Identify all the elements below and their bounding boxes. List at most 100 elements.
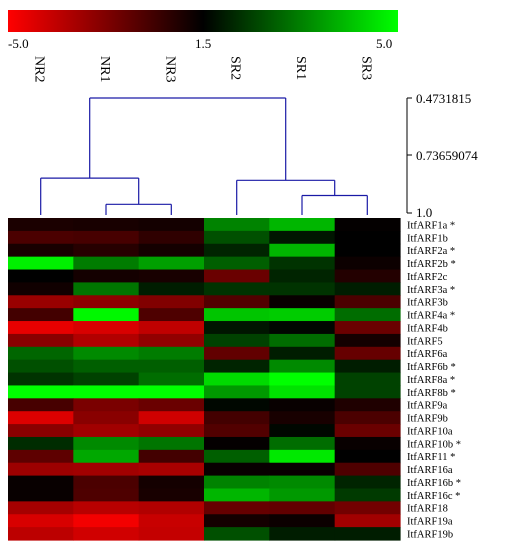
cell-itfarf9a-sr2 xyxy=(204,398,270,412)
cell-itfarf19b-sr1 xyxy=(269,527,336,541)
cell-itfarf2c-sr1 xyxy=(269,269,336,283)
cell-itfarf8b-nr3 xyxy=(138,385,205,399)
cell-itfarf5-sr1 xyxy=(269,333,336,348)
row-label-itfarf18: ItfARF18 xyxy=(407,504,448,515)
row-label-itfarf2a: ItfARF2a * xyxy=(407,246,455,257)
cell-itfarf16c-nr1 xyxy=(73,488,140,502)
cell-itfarf16b-sr3 xyxy=(334,475,401,490)
row-label-itfarf6a: ItfARF6a xyxy=(407,349,448,360)
cell-itfarf19b-nr1 xyxy=(73,527,140,541)
row-label-itfarf16b: ItfARF16b * xyxy=(407,478,461,489)
cell-itfarf9a-nr2 xyxy=(8,398,74,412)
cell-itfarf4a-sr1 xyxy=(269,308,336,322)
cell-itfarf11-nr1 xyxy=(73,449,140,464)
cell-itfarf6b-sr2 xyxy=(204,359,270,374)
column-label-nr1: NR1 xyxy=(97,56,112,82)
row-label-itfarf19b: ItfARF19b xyxy=(407,530,453,541)
cell-itfarf2c-nr3 xyxy=(138,269,205,283)
cell-itfarf9a-sr1 xyxy=(269,398,336,412)
cell-itfarf1b-nr1 xyxy=(73,230,140,245)
cell-itfarf10a-nr3 xyxy=(138,424,205,438)
cell-itfarf8a-sr1 xyxy=(269,372,336,387)
row-label-itfarf3b: ItfARF3b xyxy=(407,298,448,309)
cell-itfarf11-nr3 xyxy=(138,449,205,464)
column-label-nr3: NR3 xyxy=(162,56,177,82)
cell-itfarf4b-nr2 xyxy=(8,321,74,335)
cell-itfarf18-sr1 xyxy=(269,501,336,515)
cell-itfarf16a-nr1 xyxy=(73,462,140,477)
dendrogram-scale-mid-label: 0.73659074 xyxy=(416,148,478,163)
cell-itfarf9a-nr1 xyxy=(73,398,140,412)
cell-itfarf19b-nr2 xyxy=(8,527,74,541)
cell-itfarf10b-sr2 xyxy=(204,436,270,451)
cell-itfarf2a-nr3 xyxy=(138,243,205,258)
cell-itfarf11-sr2 xyxy=(204,449,270,464)
cell-itfarf4b-sr3 xyxy=(334,321,401,335)
cell-itfarf19a-sr1 xyxy=(269,514,336,528)
cell-itfarf4a-sr2 xyxy=(204,308,270,322)
cell-itfarf2c-sr3 xyxy=(334,269,401,283)
cell-itfarf1a-sr1 xyxy=(269,218,336,232)
cell-itfarf19a-nr1 xyxy=(73,514,140,528)
cell-itfarf16a-nr2 xyxy=(8,462,74,477)
cell-itfarf4b-sr1 xyxy=(269,321,336,335)
color-scale-bar xyxy=(8,10,398,32)
cell-itfarf1a-sr3 xyxy=(334,218,401,232)
cell-itfarf1b-sr1 xyxy=(269,230,336,245)
cell-itfarf1b-nr2 xyxy=(8,230,74,245)
column-label-sr2: SR2 xyxy=(228,56,243,80)
cell-itfarf5-sr2 xyxy=(204,333,270,348)
cell-itfarf4a-sr3 xyxy=(334,308,401,322)
cell-itfarf4b-nr3 xyxy=(138,321,205,335)
cell-itfarf16c-nr3 xyxy=(138,488,205,502)
row-label-itfarf8a: ItfARF8a * xyxy=(407,375,455,386)
cell-itfarf9b-nr3 xyxy=(138,411,205,425)
cell-itfarf8a-sr2 xyxy=(204,372,270,387)
cell-itfarf8b-nr2 xyxy=(8,385,74,399)
cell-itfarf3a-sr2 xyxy=(204,282,270,296)
cell-itfarf6a-nr1 xyxy=(73,346,140,361)
cell-itfarf3b-nr3 xyxy=(138,295,205,309)
cell-itfarf9b-nr1 xyxy=(73,411,140,425)
cell-itfarf4b-nr1 xyxy=(73,321,140,335)
cell-itfarf10b-sr1 xyxy=(269,436,336,451)
cell-itfarf6b-sr3 xyxy=(334,359,401,374)
cell-itfarf6b-nr1 xyxy=(73,359,140,374)
cell-itfarf19a-nr2 xyxy=(8,514,74,528)
cell-itfarf16c-sr3 xyxy=(334,488,401,502)
cell-itfarf16c-sr2 xyxy=(204,488,270,502)
cell-itfarf9b-sr1 xyxy=(269,411,336,425)
cell-itfarf18-nr2 xyxy=(8,501,74,515)
cell-itfarf5-nr3 xyxy=(138,333,205,348)
row-label-itfarf1a: ItfARF1a * xyxy=(407,220,455,231)
cell-itfarf2a-sr1 xyxy=(269,243,336,258)
cell-itfarf11-nr2 xyxy=(8,449,74,464)
row-label-itfarf3a: ItfARF3a * xyxy=(407,285,455,296)
cell-itfarf2b-sr3 xyxy=(334,256,401,271)
cell-itfarf19b-sr3 xyxy=(334,527,401,541)
cell-itfarf10a-sr3 xyxy=(334,424,401,438)
cell-itfarf11-sr3 xyxy=(334,449,401,464)
row-label-itfarf5: ItfARF5 xyxy=(407,336,443,347)
cell-itfarf3a-nr3 xyxy=(138,282,205,296)
cell-itfarf3b-nr2 xyxy=(8,295,74,309)
row-label-itfarf2c: ItfARF2c xyxy=(407,272,448,283)
row-label-itfarf16c: ItfARF16c * xyxy=(407,491,460,502)
cell-itfarf8b-sr1 xyxy=(269,385,336,399)
dendrogram-scale-top-label: 0.4731815 xyxy=(416,91,471,106)
cell-itfarf6a-sr2 xyxy=(204,346,270,361)
cell-itfarf3a-sr1 xyxy=(269,282,336,296)
cell-itfarf19a-sr2 xyxy=(204,514,270,528)
cell-itfarf5-nr2 xyxy=(8,333,74,348)
cell-itfarf1a-nr3 xyxy=(138,218,205,232)
cell-itfarf2b-nr2 xyxy=(8,256,74,271)
dendrogram-scale-bottom-label: 1.0 xyxy=(416,205,432,220)
cell-itfarf4b-sr2 xyxy=(204,321,270,335)
cell-itfarf3a-sr3 xyxy=(334,282,401,296)
cell-itfarf2a-sr2 xyxy=(204,243,270,258)
cell-itfarf19b-sr2 xyxy=(204,527,270,541)
cell-itfarf1b-nr3 xyxy=(138,230,205,245)
cell-itfarf16b-nr1 xyxy=(73,475,140,490)
cell-itfarf9b-nr2 xyxy=(8,411,74,425)
column-dendrogram xyxy=(40,97,368,215)
